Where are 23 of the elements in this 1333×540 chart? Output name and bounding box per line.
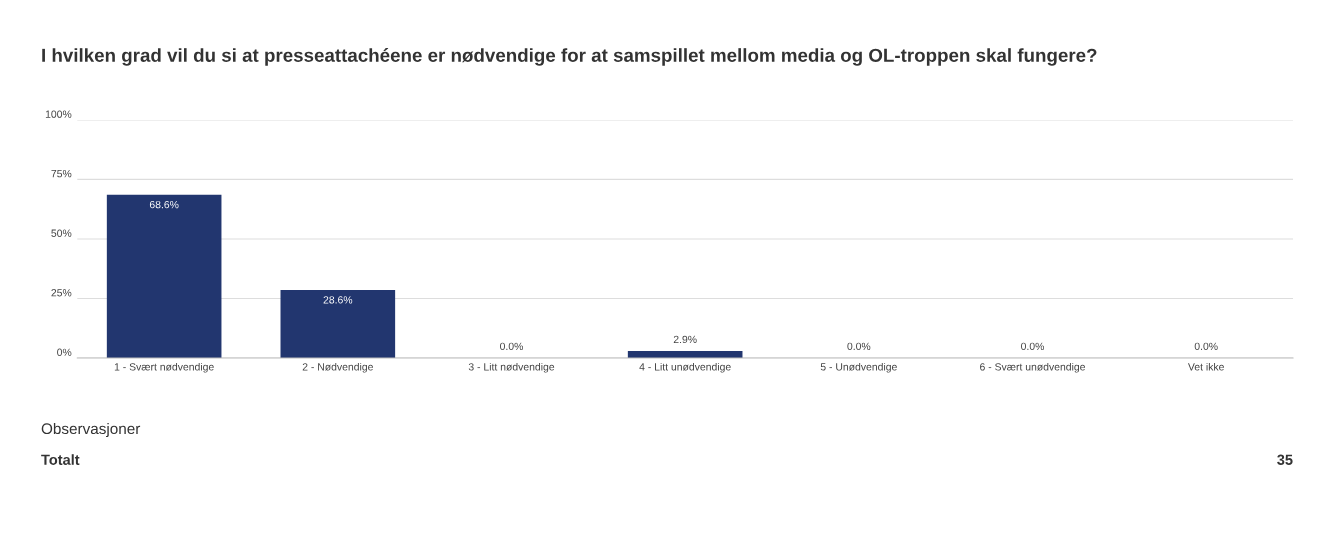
y-tick-label: 75%: [51, 170, 72, 178]
x-tick-label: 1 - Svært nødvendige: [114, 362, 214, 373]
y-tick-label: 25%: [51, 289, 72, 297]
text: Totalt: [41, 454, 80, 465]
y-tick-label: 0%: [57, 348, 72, 356]
data-label: 0.0%: [500, 342, 523, 351]
data-label: 28.6%: [323, 296, 353, 304]
x-tick-label: 5 - Unødvendige: [820, 362, 897, 373]
data-label: 2.9%: [673, 335, 697, 344]
chart-title: I hvilken grad vil du si at presseattachéene er nødvendige for at samspillet mellom media og OL-troppen skal fungere?: [42, 48, 1097, 66]
data-label: 0.0%: [847, 342, 871, 351]
x-tick-label: 3 - Litt nødvendige: [468, 362, 555, 373]
text: 35: [1277, 454, 1293, 465]
data-label: 68.6%: [149, 200, 179, 209]
y-tick-label: 50%: [51, 229, 72, 237]
y-tick-label: 100%: [45, 110, 72, 118]
text: Observasjoner: [41, 422, 141, 438]
data-label: 0.0%: [1194, 342, 1218, 351]
x-tick-label: 2 - Nødvendige: [302, 362, 373, 373]
data-label: 0.0%: [1021, 342, 1045, 351]
x-tick-label: 4 - Litt unødvendige: [639, 362, 731, 373]
x-tick-label: Vet ikke: [1187, 362, 1224, 371]
x-tick-label: 6 - Svært unødvendige: [980, 362, 1086, 373]
